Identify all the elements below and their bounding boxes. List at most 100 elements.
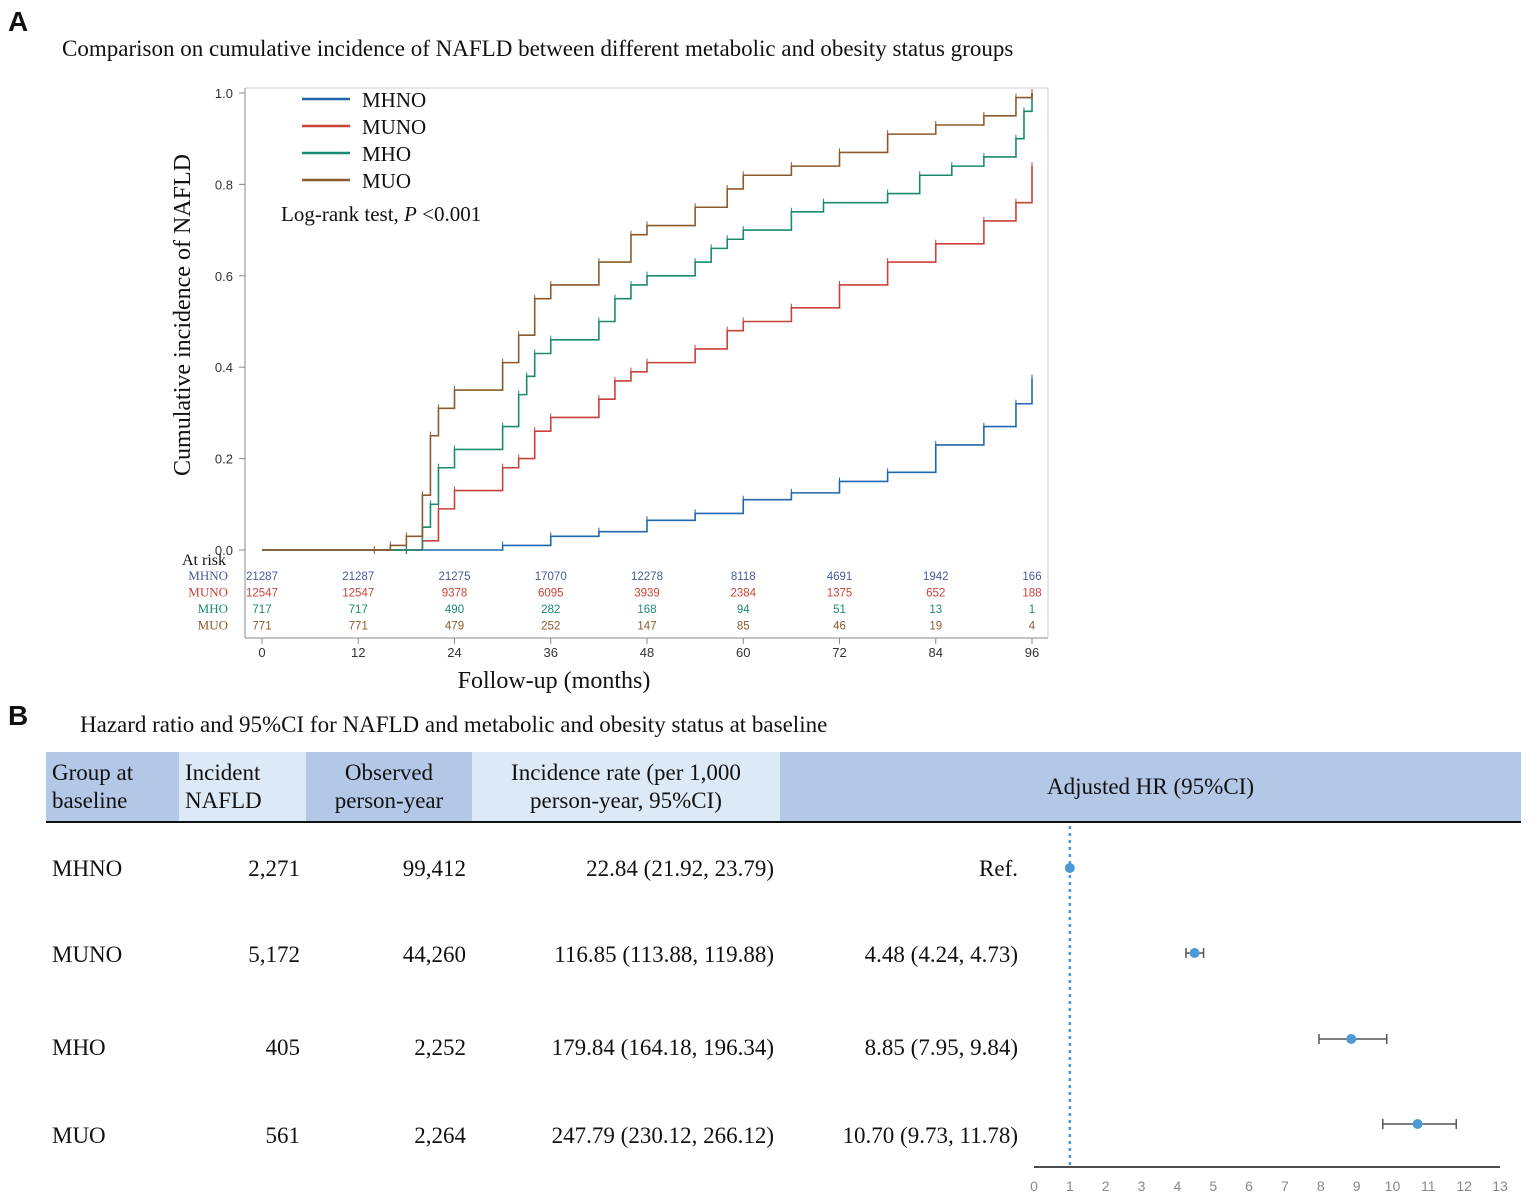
at-risk-value: 3939: [634, 588, 660, 600]
cell-group: MHNO: [52, 855, 123, 881]
forest-tick-label: 6: [1245, 1178, 1253, 1194]
at-risk-label: At risk: [182, 552, 226, 569]
cell-rate: 22.84 (21.92, 23.79): [586, 855, 774, 881]
km-y-axis: 0.0 0.2 0.4 0.6 0.8 1.0: [215, 86, 245, 558]
km-series-group: [262, 89, 1033, 554]
at-risk-value: 85: [737, 621, 750, 633]
at-risk-value: 21287: [246, 571, 278, 583]
km-line-muo: [262, 93, 1033, 551]
legend-label-muo: MUO: [362, 169, 411, 193]
x-tick-label: 96: [1025, 645, 1039, 660]
at-risk-value: 2384: [730, 588, 756, 600]
at-risk-row-label: MUO: [198, 618, 228, 633]
at-risk-value: 4691: [827, 571, 853, 583]
at-risk-value: 479: [445, 621, 464, 633]
at-risk-value: 282: [541, 604, 560, 616]
legend-label-muno: MUNO: [362, 115, 426, 139]
at-risk-value: 13: [929, 604, 942, 616]
cell-incident: 561: [265, 1123, 301, 1148]
forest-tick-label: 7: [1281, 1178, 1289, 1194]
at-risk-value: 771: [252, 621, 271, 633]
at-risk-value: 4: [1029, 621, 1036, 633]
at-risk-value: 252: [541, 621, 560, 633]
x-tick-label: 72: [832, 645, 846, 660]
forest-tick-label: 9: [1353, 1178, 1361, 1194]
at-risk-value: 9378: [442, 588, 468, 600]
table-row: MHO 405 2,252 179.84 (164.18, 196.34) 8.…: [46, 996, 1521, 1100]
forest-tick-label: 3: [1138, 1178, 1146, 1194]
km-line-mhno: [262, 378, 1033, 551]
header-incident: Incident NAFLD: [179, 752, 306, 822]
panel-b-title: Hazard ratio and 95%CI for NAFLD and met…: [80, 712, 828, 737]
legend-label-mhno: MHNO: [362, 88, 426, 112]
at-risk-value: 12547: [342, 588, 374, 600]
at-risk-value: 94: [737, 604, 750, 616]
panel-a-title: Comparison on cumulative incidence of NA…: [62, 36, 1014, 61]
at-risk-value: 21287: [342, 571, 374, 583]
table-row: MUNO 5,172 44,260 116.85 (113.88, 119.88…: [46, 914, 1521, 996]
km-line-muno: [262, 166, 1033, 551]
forest-tick-label: 10: [1385, 1178, 1401, 1194]
cell-person-year: 99,412: [402, 855, 466, 881]
cell-incident: 5,172: [248, 942, 300, 967]
at-risk-value: 19: [929, 621, 942, 633]
at-risk-table: MHNO 21287 21287 21275 17070 12278 8118 4691 194…: [188, 568, 1041, 633]
km-logrank-annotation: Log-rank test, P <0.001: [281, 202, 481, 226]
at-risk-value: 771: [349, 621, 368, 633]
km-y-axis-label: Cumulative incidence of NAFLD: [170, 154, 196, 476]
hazard-ratio-table: Group at baseline Incident NAFLD Observed p…: [46, 752, 1521, 1172]
panel-a-letter: A: [8, 6, 29, 37]
cell-person-year: 2,264: [414, 1123, 466, 1148]
at-risk-row-label: MHNO: [188, 568, 228, 583]
forest-tick-label: 2: [1102, 1178, 1110, 1194]
at-risk-value: 717: [349, 604, 368, 616]
y-tick-label: 0.8: [215, 177, 233, 192]
forest-tick-label: 13: [1492, 1178, 1508, 1194]
forest-tick-label: 11: [1421, 1178, 1436, 1194]
at-risk-value: 652: [926, 588, 945, 600]
at-risk-value: 147: [637, 621, 656, 633]
y-tick-label: 0.6: [215, 269, 233, 284]
header-adjusted-hr: Adjusted HR (95%CI): [780, 752, 1521, 822]
x-tick-label: 84: [929, 645, 943, 660]
km-x-axis: 0 12 24 36 48 60 72 84 96: [258, 638, 1039, 660]
x-tick-label: 36: [544, 645, 558, 660]
legend-label-mho: MHO: [362, 142, 411, 166]
cell-hr: Ref.: [979, 855, 1018, 881]
at-risk-value: 1942: [923, 571, 949, 583]
y-tick-label: 0.2: [215, 452, 233, 467]
header-incidence-rate: Incidence rate (per 1,000 person-year, 95…: [472, 752, 780, 822]
cell-rate: 116.85 (113.88, 119.88): [554, 942, 774, 967]
forest-tick-label: 4: [1173, 1178, 1181, 1194]
table-row: MUO 561 2,264 247.79 (230.12, 266.12) 10…: [46, 1100, 1521, 1172]
y-tick-label: 0.0: [215, 543, 233, 558]
at-risk-value: 166: [1022, 571, 1041, 583]
at-risk-value: 17070: [535, 571, 567, 583]
x-tick-label: 24: [447, 645, 461, 660]
table-row: MHNO 2,271 99,412 22.84 (21.92, 23.79) R…: [46, 822, 1521, 914]
cell-incident: 2,271: [248, 855, 300, 881]
cell-hr: 8.85 (7.95, 9.84): [864, 1035, 1018, 1060]
cell-rate: 247.79 (230.12, 266.12): [551, 1123, 774, 1148]
x-tick-label: 60: [736, 645, 750, 660]
forest-tick-label: 12: [1456, 1178, 1472, 1194]
y-tick-label: 1.0: [215, 86, 233, 101]
at-risk-value: 51: [833, 604, 846, 616]
header-person-year: Observed person-year: [306, 752, 472, 822]
km-chart: 0.0 0.2 0.4 0.6 0.8 1.0 0 12 24 36 48 60 72 84 96 Cum…: [170, 86, 1049, 694]
panel-b-letter: B: [8, 700, 29, 731]
x-tick-label: 48: [640, 645, 654, 660]
at-risk-row-label: MUNO: [188, 585, 228, 600]
forest-tick-label: 1: [1066, 1178, 1074, 1194]
at-risk-row-label: MHO: [198, 601, 228, 616]
at-risk-value: 188: [1022, 588, 1041, 600]
at-risk-value: 12278: [631, 571, 663, 583]
x-tick-label: 12: [351, 645, 365, 660]
forest-tick-label: 5: [1209, 1178, 1217, 1194]
cell-group: MUO: [52, 1123, 106, 1148]
at-risk-value: 12547: [246, 588, 278, 600]
cell-person-year: 44,260: [402, 942, 466, 967]
cell-hr: 10.70 (9.73, 11.78): [842, 1123, 1018, 1148]
at-risk-value: 490: [445, 604, 464, 616]
hr-table-header: Group at baseline Incident NAFLD Observed p…: [46, 752, 1521, 822]
